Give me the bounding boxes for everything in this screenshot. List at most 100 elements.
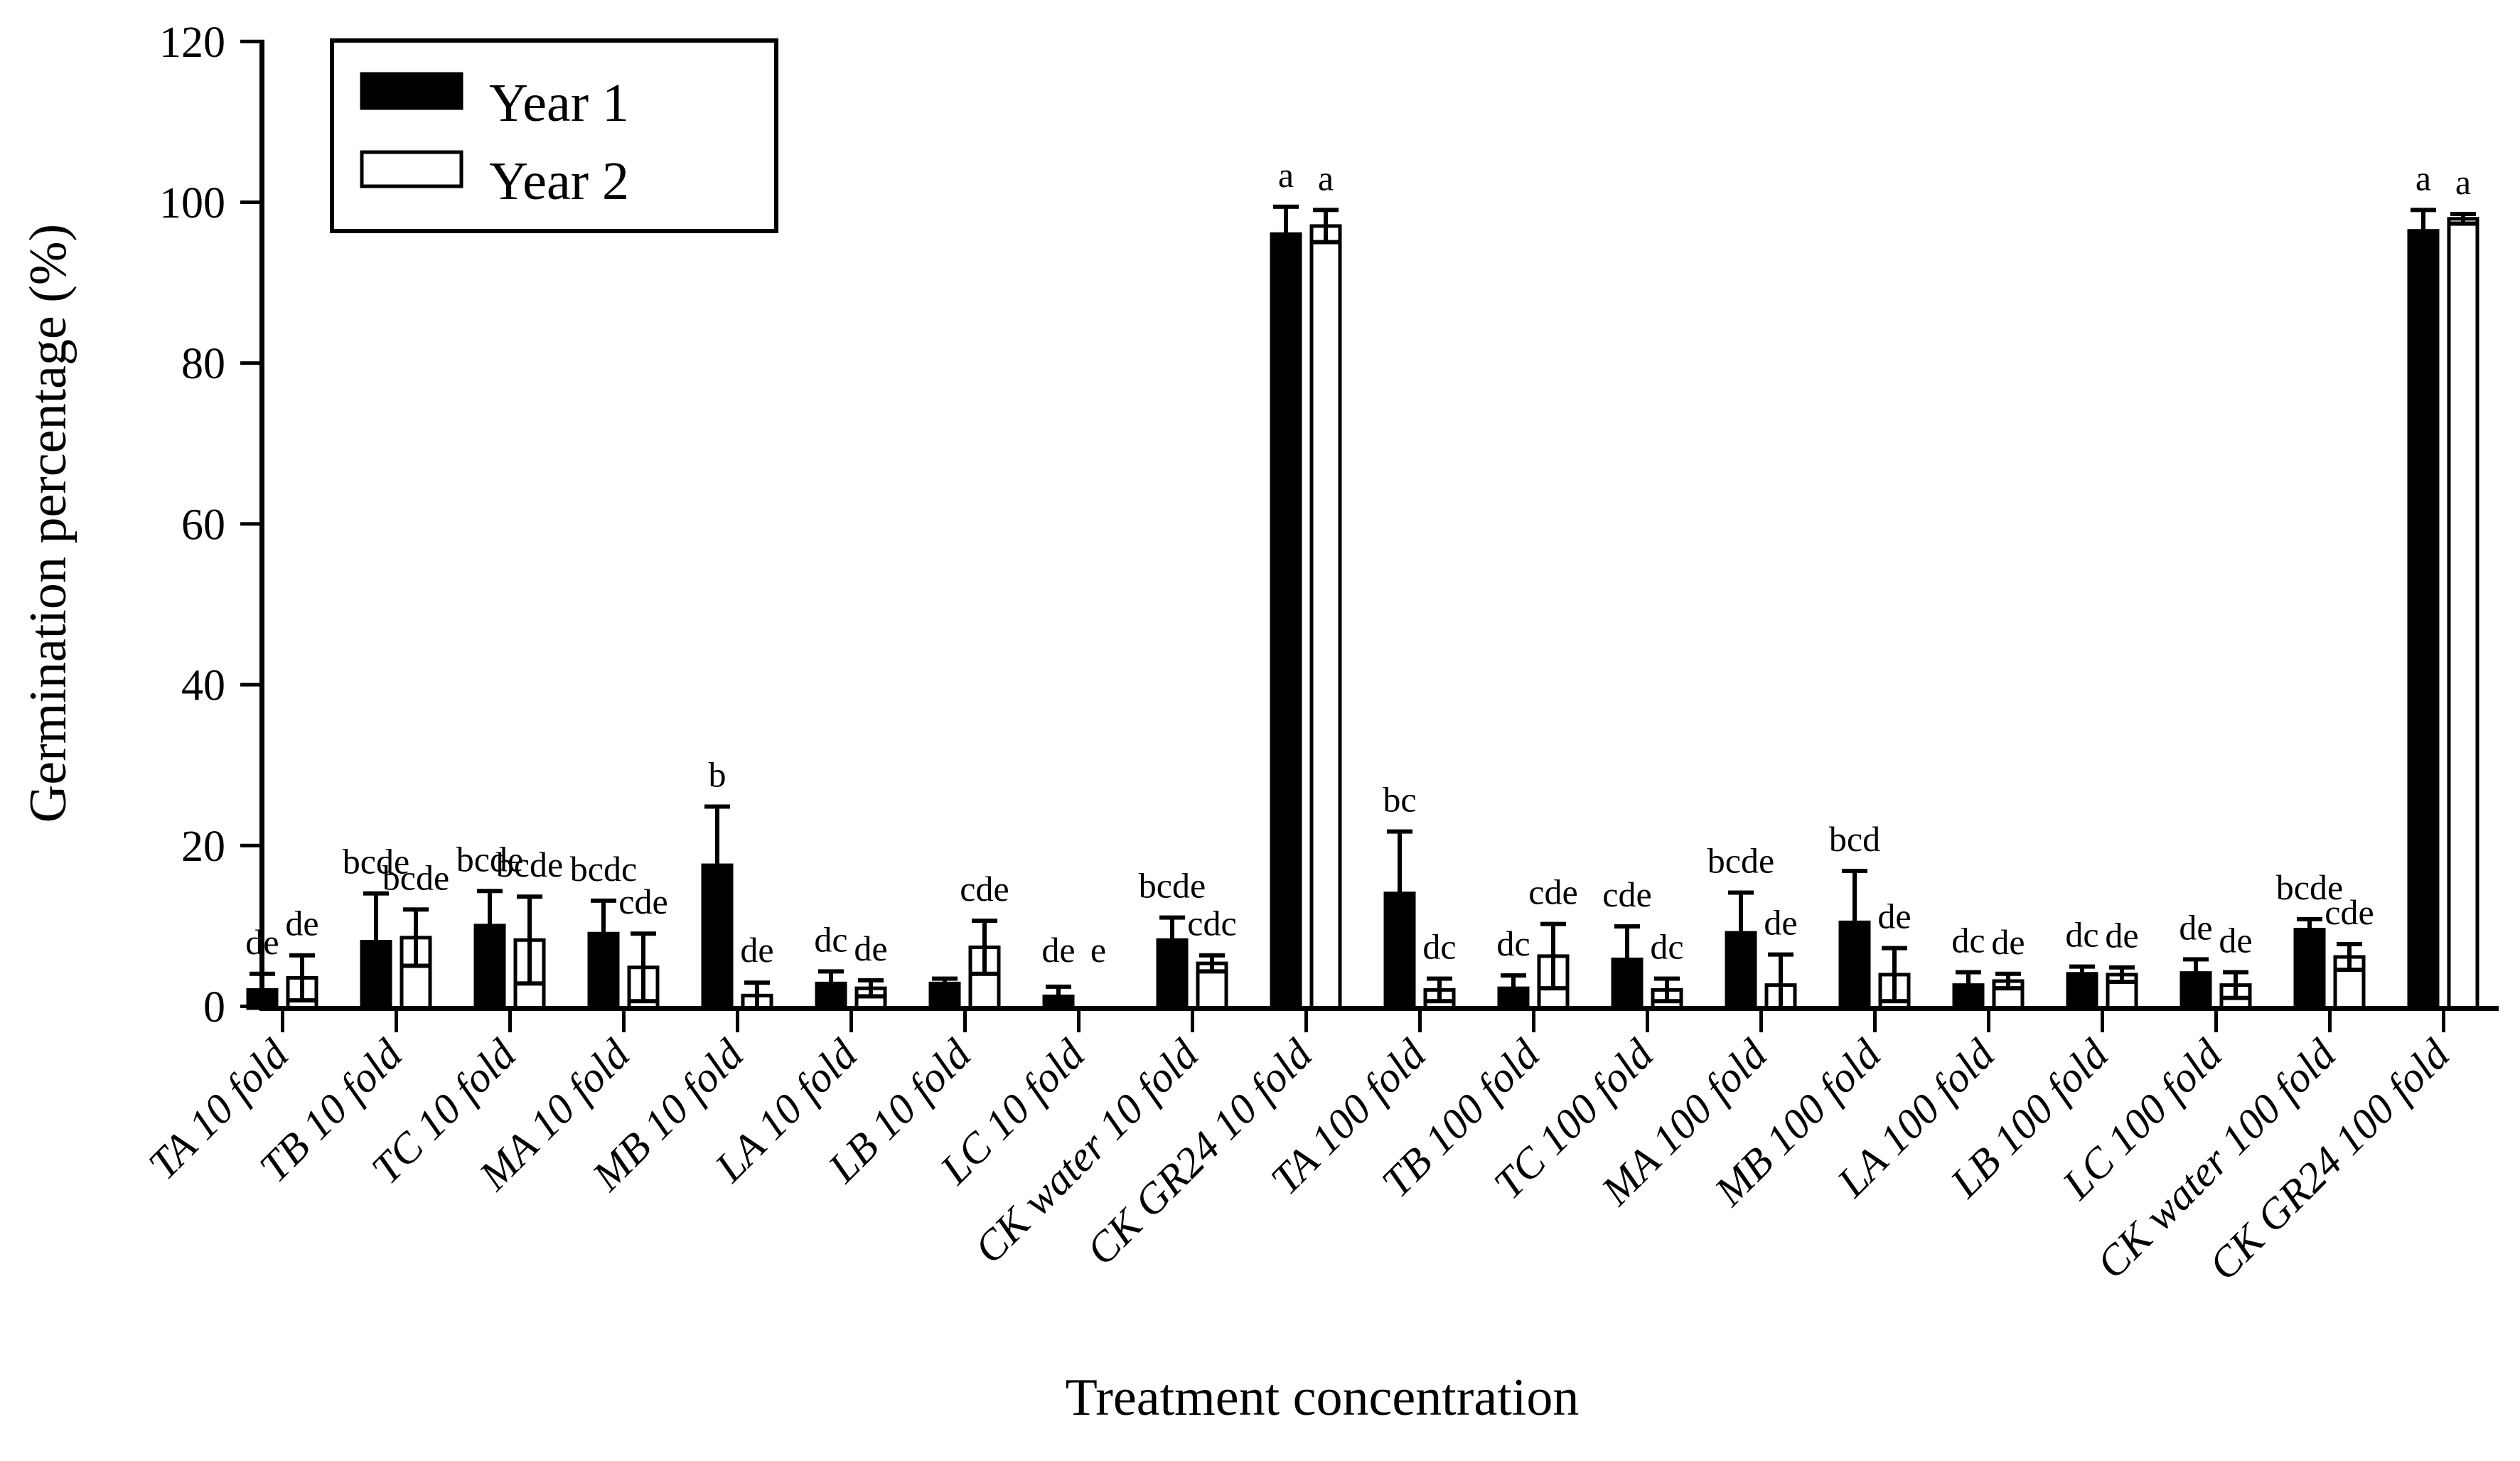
sig-letter: de xyxy=(245,922,279,962)
error-bar-stem xyxy=(943,978,947,989)
sig-letter: cde xyxy=(2325,892,2374,932)
error-bar-bottom-cap xyxy=(1159,960,1185,965)
error-bar-stem xyxy=(1437,978,1442,1002)
x-tick xyxy=(849,1011,853,1032)
x-tick xyxy=(395,1011,398,1032)
sig-letter: a xyxy=(1318,158,1334,198)
error-bar-stem xyxy=(1966,972,1971,998)
error-bar-stem xyxy=(1398,831,1402,956)
error-bar-top-cap xyxy=(1427,976,1452,981)
error-bar-stem xyxy=(2421,210,2425,252)
error-bar-stem xyxy=(2307,919,2312,941)
error-bar-bottom-cap xyxy=(2411,250,2436,255)
y-tick-label: 0 xyxy=(203,983,225,1032)
error-bar-stem xyxy=(1284,206,1288,262)
error-bar-stem xyxy=(1170,917,1174,963)
y-tick xyxy=(240,522,259,526)
error-bar-bottom-cap xyxy=(1199,969,1225,974)
error-bar-top-cap xyxy=(1654,976,1680,981)
y-tick-label: 20 xyxy=(181,823,225,871)
error-bar-bottom-cap xyxy=(858,994,884,999)
sig-letter: bc xyxy=(1383,780,1416,820)
error-bar-bottom-cap xyxy=(2183,984,2209,989)
error-bar-bottom-cap xyxy=(2297,938,2322,943)
x-tick xyxy=(281,1011,284,1032)
error-bar-stem xyxy=(488,891,492,960)
error-bar-stem xyxy=(1210,955,1214,972)
x-tick xyxy=(508,1011,512,1032)
error-bar-stem xyxy=(2461,213,2465,224)
x-tick xyxy=(736,1011,739,1032)
error-bar-stem xyxy=(527,897,532,984)
axes-layer xyxy=(240,39,2499,1032)
error-bar-bottom-cap xyxy=(289,998,315,1003)
sig-letter: bcde xyxy=(456,839,523,879)
sig-letter: de xyxy=(1991,922,2025,962)
x-tick xyxy=(622,1011,626,1032)
error-bar-top-cap xyxy=(744,980,770,985)
sig-letter: cde xyxy=(1528,872,1577,912)
sig-letter: a xyxy=(2455,162,2471,202)
error-bar-stem xyxy=(374,893,378,990)
x-tick xyxy=(1759,1011,1763,1032)
sig-letter: de xyxy=(1041,930,1075,970)
error-bar-stem xyxy=(1625,926,1629,992)
x-tick xyxy=(1646,1011,1649,1032)
error-bar-bottom-cap xyxy=(363,988,389,992)
x-tick xyxy=(1304,1011,1308,1032)
x-tick xyxy=(2101,1011,2104,1032)
error-bar-bottom-cap xyxy=(932,986,958,991)
sig-letter: cde xyxy=(618,882,667,921)
error-bar-top-cap xyxy=(2183,957,2209,962)
error-bar-bottom-cap xyxy=(1956,995,1981,1000)
error-bar-bottom-cap xyxy=(1540,986,1566,991)
error-bar-stem xyxy=(1511,975,1516,1002)
sig-letter: bcde xyxy=(1139,866,1206,906)
y-axis-title: Germination percentage (%) xyxy=(19,224,77,823)
sig-letter: dc xyxy=(2065,915,2098,955)
sig-letter: de xyxy=(2219,920,2252,960)
error-bar-stem xyxy=(829,971,833,996)
sig-letter: dc xyxy=(1650,927,1683,967)
bar-year1-20 xyxy=(2407,229,2440,1010)
error-bar-stem xyxy=(2080,966,2084,981)
error-bar-stem xyxy=(601,900,606,967)
error-bar-top-cap xyxy=(1728,890,1754,895)
error-bar-top-cap xyxy=(1995,971,2021,976)
error-bar-top-cap xyxy=(1540,921,1566,926)
error-bar-stem xyxy=(1739,892,1743,973)
error-bar-bottom-cap xyxy=(1995,986,2021,991)
error-bar-stem xyxy=(641,933,645,1002)
x-tick xyxy=(2214,1011,2218,1032)
sig-letter: dc xyxy=(814,919,847,959)
error-bar-bottom-cap xyxy=(477,958,503,963)
error-bar-bottom-cap xyxy=(1614,990,1640,995)
error-bar-top-cap xyxy=(1956,970,1981,975)
error-bar-stem xyxy=(755,983,759,1006)
error-bar-stem xyxy=(869,980,873,997)
x-tick xyxy=(1418,1011,1422,1032)
sig-letter: de xyxy=(1877,897,1911,936)
error-bar-stem xyxy=(300,955,304,1001)
error-bar-top-cap xyxy=(591,898,616,903)
bar-year2-10 xyxy=(1309,224,1342,1010)
error-bar-stem xyxy=(2120,967,2124,983)
x-axis-line xyxy=(259,1006,2499,1011)
y-tick xyxy=(240,361,259,365)
sig-letter: cdc xyxy=(1187,904,1236,943)
error-bar-top-cap xyxy=(2109,965,2135,970)
error-bar-stem xyxy=(2347,943,2352,970)
error-bar-stem xyxy=(414,909,418,966)
error-bar-stem xyxy=(2234,972,2238,998)
error-bar-stem xyxy=(2006,973,2010,989)
error-bar-bottom-cap xyxy=(704,921,730,926)
error-bar-top-cap xyxy=(704,804,730,809)
error-bar-stem xyxy=(1665,978,1669,1002)
error-bar-top-cap xyxy=(1199,953,1225,958)
error-bar-top-cap xyxy=(932,976,958,981)
sig-letter: e xyxy=(1090,930,1106,970)
legend-label-year1: Year 1 xyxy=(489,73,629,133)
error-bar-top-cap xyxy=(1501,973,1526,978)
error-bar-top-cap xyxy=(2069,964,2095,969)
x-tick xyxy=(1532,1011,1535,1032)
